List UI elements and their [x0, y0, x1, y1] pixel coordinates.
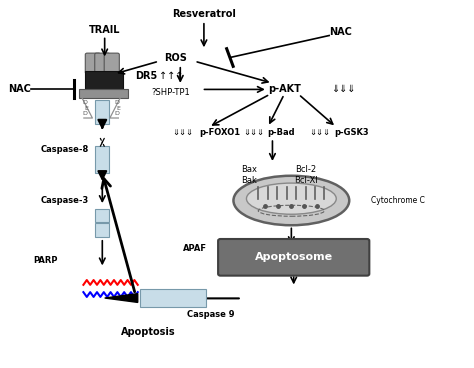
Text: APAF: APAF: [182, 244, 207, 253]
Text: D: D: [82, 100, 87, 106]
FancyBboxPatch shape: [104, 53, 119, 74]
Text: Bax
Bak: Bax Bak: [241, 165, 257, 184]
Text: ⇓⇓⇓: ⇓⇓⇓: [243, 128, 264, 137]
Text: D: D: [114, 100, 119, 106]
Text: TRAIL: TRAIL: [89, 25, 120, 35]
Bar: [95, 145, 109, 173]
Text: D: D: [114, 111, 119, 116]
Text: ⇓⇓⇓: ⇓⇓⇓: [331, 84, 356, 94]
Text: PARP: PARP: [33, 256, 58, 265]
Bar: [95, 209, 109, 223]
Text: Resveratrol: Resveratrol: [172, 8, 236, 18]
Ellipse shape: [246, 183, 336, 214]
Ellipse shape: [234, 176, 349, 225]
FancyBboxPatch shape: [95, 53, 110, 74]
Text: NAC: NAC: [8, 84, 31, 94]
FancyBboxPatch shape: [218, 239, 369, 276]
Text: p-AKT: p-AKT: [268, 84, 301, 94]
Bar: [95, 100, 109, 124]
Text: p-GSK3: p-GSK3: [334, 128, 368, 137]
Text: ⇓⇓⇓: ⇓⇓⇓: [309, 128, 330, 137]
Text: Apoptosome: Apoptosome: [255, 252, 333, 262]
Text: Caspase-3: Caspase-3: [40, 196, 89, 205]
Text: p-FOXO1: p-FOXO1: [199, 128, 240, 137]
Bar: [79, 89, 128, 98]
Text: E: E: [116, 106, 120, 111]
Bar: [140, 289, 206, 307]
Text: DR5: DR5: [136, 71, 158, 81]
Text: ⇓⇓⇓: ⇓⇓⇓: [172, 128, 193, 137]
Text: Caspase-8: Caspase-8: [40, 145, 89, 154]
Text: Apoptosis: Apoptosis: [121, 328, 176, 337]
Text: Caspase 9: Caspase 9: [187, 309, 235, 319]
Bar: [95, 223, 109, 237]
Text: ?SHP-TP1: ?SHP-TP1: [152, 88, 190, 97]
Text: NAC: NAC: [329, 27, 352, 37]
Text: Cytochrome C: Cytochrome C: [371, 196, 425, 205]
Polygon shape: [105, 294, 138, 302]
FancyBboxPatch shape: [85, 53, 100, 74]
Text: E: E: [84, 106, 88, 111]
Text: ↑↑↑: ↑↑↑: [159, 71, 183, 81]
Text: Bcl-2
Bcl-XI: Bcl-2 Bcl-XI: [294, 165, 318, 184]
Text: ROS: ROS: [164, 53, 187, 63]
Text: p-Bad: p-Bad: [268, 128, 295, 137]
Bar: [85, 71, 123, 91]
Text: D: D: [82, 111, 87, 116]
